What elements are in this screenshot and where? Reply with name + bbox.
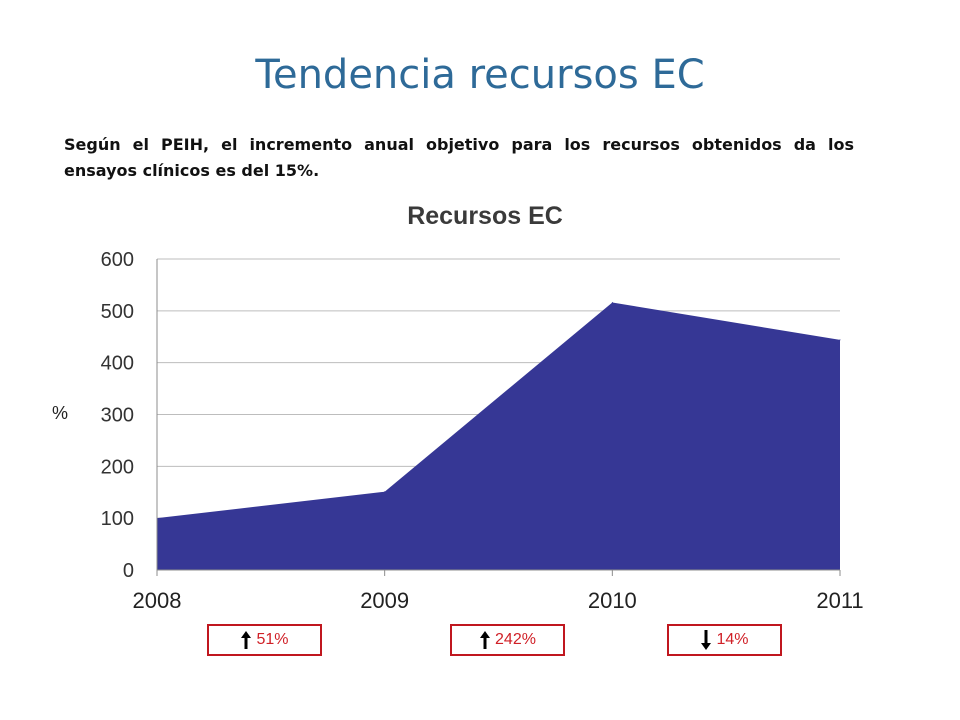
y-tick-label: 400	[101, 353, 134, 375]
y-tick-label: 100	[101, 508, 134, 530]
y-tick-label: 500	[101, 301, 134, 323]
change-badge-2009-2010: 242%	[450, 624, 565, 656]
x-tick-label: 2009	[360, 588, 409, 613]
x-tick-label: 2011	[816, 588, 863, 613]
change-badge-2008-2009: 51%	[207, 624, 322, 656]
arrow-down-icon	[701, 630, 712, 650]
intro-text: Según el PEIH, el incremento anual objet…	[64, 135, 854, 180]
change-label: 51%	[256, 631, 289, 648]
data-point	[839, 339, 841, 341]
chart-title: Recursos EC	[407, 202, 563, 230]
data-point	[611, 302, 613, 304]
y-tick-label: 600	[101, 249, 134, 271]
x-tick-label: 2010	[588, 588, 637, 613]
y-tick-label: 0	[123, 560, 134, 582]
arrow-up-icon	[480, 631, 491, 649]
y-axis-label: %	[52, 403, 69, 423]
x-tick-label: 2008	[133, 588, 182, 613]
area-series	[157, 302, 840, 570]
y-tick-label: 200	[101, 456, 134, 478]
slide-title: Tendencia recursos EC	[255, 52, 705, 98]
data-point	[384, 491, 386, 493]
change-label: 14%	[716, 631, 749, 648]
change-badge-2010-2011: 14%	[667, 624, 782, 656]
arrow-up-icon	[241, 631, 252, 649]
change-label: 242%	[495, 631, 536, 648]
y-tick-label: 300	[101, 405, 134, 427]
